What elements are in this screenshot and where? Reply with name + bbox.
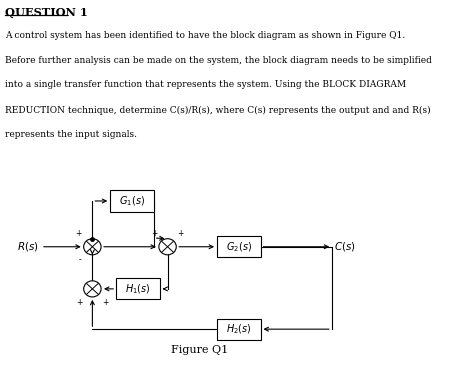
FancyBboxPatch shape: [110, 190, 154, 211]
Text: +: +: [76, 298, 83, 307]
FancyBboxPatch shape: [116, 278, 160, 300]
Text: +: +: [177, 229, 184, 238]
Text: $H_2(s)$: $H_2(s)$: [226, 323, 252, 336]
Circle shape: [84, 239, 101, 255]
Text: represents the input signals.: represents the input signals.: [5, 130, 137, 139]
Text: $H_1(s)$: $H_1(s)$: [125, 282, 151, 296]
Text: +: +: [75, 229, 82, 238]
Text: A control system has been identified to have the block diagram as shown in Figur: A control system has been identified to …: [5, 31, 406, 40]
Text: +: +: [102, 298, 109, 307]
Text: -: -: [79, 256, 82, 265]
FancyBboxPatch shape: [217, 236, 261, 258]
Text: QUESTION 1: QUESTION 1: [5, 7, 88, 18]
Text: Before further analysis can be made on the system, the block diagram needs to be: Before further analysis can be made on t…: [5, 56, 432, 65]
Circle shape: [84, 281, 101, 297]
Text: REDUCTION technique, determine C(s)/R(s), where C(s) represents the output and a: REDUCTION technique, determine C(s)/R(s)…: [5, 106, 431, 114]
Text: Figure Q1: Figure Q1: [170, 345, 228, 355]
Text: $G_2(s)$: $G_2(s)$: [226, 240, 252, 254]
Text: +: +: [151, 229, 158, 238]
FancyBboxPatch shape: [217, 318, 261, 340]
Text: $C(s)$: $C(s)$: [334, 240, 355, 253]
Text: $G_1(s)$: $G_1(s)$: [119, 194, 145, 208]
Text: $R(s)$: $R(s)$: [17, 240, 39, 253]
Circle shape: [159, 239, 176, 255]
Text: into a single transfer function that represents the system. Using the BLOCK DIAG: into a single transfer function that rep…: [5, 80, 406, 90]
